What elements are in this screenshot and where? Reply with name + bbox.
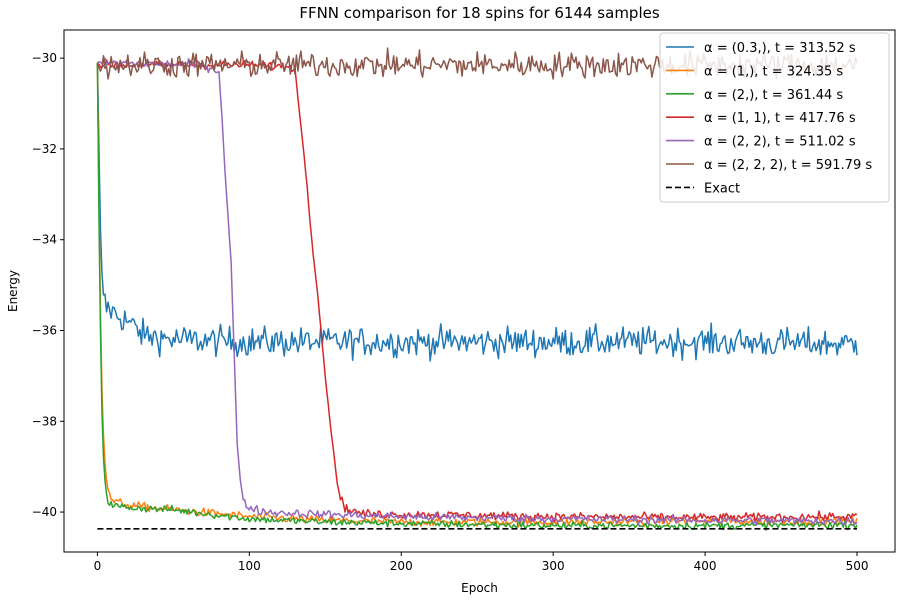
chart-title: FFNN comparison for 18 spins for 6144 sa… — [299, 4, 660, 22]
legend-entry: α = (2,), t = 361.44 s — [704, 88, 843, 103]
legend-box — [659, 32, 890, 203]
series-line-0 — [96, 62, 858, 362]
x-tick-label: 200 — [390, 559, 413, 573]
y-tick-label: −38 — [32, 414, 57, 428]
x-tick-label: 300 — [542, 559, 565, 573]
x-tick-label: 100 — [238, 559, 261, 573]
y-axis: −40 −38 −36 −34 −32 −30 — [32, 51, 64, 519]
y-tick-label: −30 — [32, 51, 57, 65]
y-tick-label: −36 — [32, 323, 57, 337]
y-axis-label: Energy — [6, 270, 20, 312]
x-tick-label: 500 — [846, 559, 869, 573]
legend-entry: α = (0.3,), t = 313.52 s — [704, 41, 856, 56]
series-line-2 — [96, 62, 858, 531]
y-tick-label: −40 — [32, 505, 57, 519]
plot-frame — [63, 29, 896, 553]
legend-entry: α = (2, 2, 2), t = 591.79 s — [704, 158, 872, 173]
legend-entry: α = (1,), t = 324.35 s — [704, 64, 843, 79]
legend: α = (0.3,), t = 313.52 s α = (1,), t = 32… — [659, 32, 890, 203]
x-tick-label: 0 — [94, 559, 102, 573]
y-tick-label: −32 — [32, 142, 57, 156]
legend-entry: Exact — [704, 181, 740, 196]
series-line-4 — [97, 57, 858, 526]
legend-entry: α = (2, 2), t = 511.02 s — [704, 135, 856, 150]
y-tick-label: −34 — [32, 233, 57, 247]
legend-entry: α = (1, 1), t = 417.76 s — [704, 111, 856, 126]
series-layer — [96, 47, 858, 531]
x-axis: 0 100 200 300 400 500 — [94, 552, 869, 573]
x-tick-label: 400 — [694, 559, 717, 573]
x-axis-label: Epoch — [461, 581, 498, 595]
